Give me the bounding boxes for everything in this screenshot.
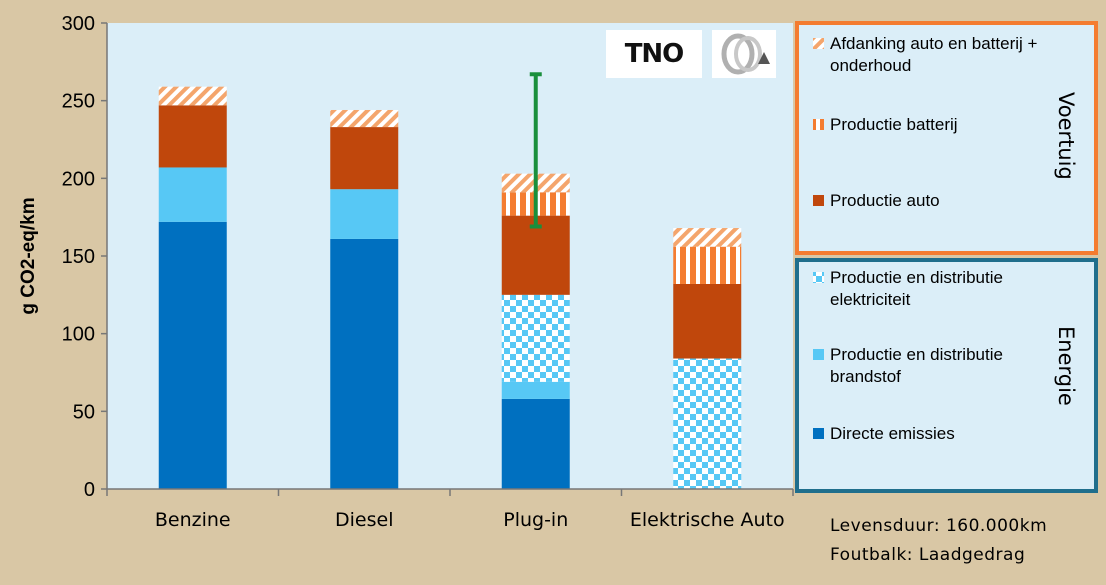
y-tick-label: 250 (62, 91, 95, 113)
legend-label-afdanking-auto-en-batterij-onderhoud: onderhoud (830, 56, 911, 75)
legend-swatch-productie-auto (813, 195, 824, 206)
bar-plug-in-productie-auto (501, 215, 570, 295)
bar-elektrische-auto-productie-en-distributie-elektriciteit (673, 358, 742, 489)
x-tick-label-benzine: Benzine (155, 509, 231, 531)
legend-energy-box (795, 258, 1098, 493)
legend-swatch-afdanking-auto-en-batterij-onderhoud (813, 38, 824, 49)
bar-elektrische-auto-afdanking-auto-en-batterij-onderhoud (673, 228, 742, 247)
y-tick-label: 150 (62, 246, 95, 268)
partner-logo-graphic (721, 33, 770, 75)
legend-swatch-directe-emissies (813, 428, 824, 439)
legend-swatch-productie-batterij (813, 119, 824, 130)
legend-swatch-productie-en-distributie-elektriciteit (813, 272, 824, 283)
legend-label-productie-auto: Productie auto (830, 191, 940, 210)
partner-logo (712, 30, 776, 78)
legend-group-energy-label: Energie (1054, 326, 1078, 406)
y-tick-label: 300 (62, 13, 95, 35)
legend-label-directe-emissies: Directe emissies (830, 424, 955, 443)
x-tick-label-diesel: Diesel (335, 509, 393, 531)
x-tick-label-elektrische-auto: Elektrische Auto (630, 509, 785, 531)
legend-group-vehicle-label: Voertuig (1054, 92, 1078, 180)
bar-benzine-afdanking-auto-en-batterij-onderhoud (158, 86, 227, 106)
legend-label-productie-en-distributie-brandstof: brandstof (830, 367, 901, 386)
bar-elektrische-auto-productie-auto (673, 283, 742, 359)
x-tick-label-plug-in: Plug-in (503, 509, 568, 531)
legend-swatch-productie-en-distributie-brandstof (813, 349, 824, 360)
bar-plug-in-directe-emissies (501, 398, 570, 489)
legend-label-productie-en-distributie-elektriciteit: Productie en distributie (830, 268, 1003, 287)
legend-vehicle-box (795, 21, 1098, 255)
y-tick-label: 50 (73, 401, 95, 423)
bar-benzine-productie-en-distributie-brandstof (158, 167, 227, 222)
bar-diesel-afdanking-auto-en-batterij-onderhoud (330, 109, 399, 128)
note-lifetime: Levensduur: 160.000km (830, 516, 1048, 536)
legend-label-afdanking-auto-en-batterij-onderhoud: Afdanking auto en batterij + (830, 34, 1038, 53)
y-axis-label: g CO2-eq/km (18, 197, 39, 314)
y-tick-label: 200 (62, 168, 95, 190)
legend-label-productie-en-distributie-brandstof: Productie en distributie (830, 345, 1003, 364)
bar-benzine-productie-auto (158, 105, 227, 168)
bar-plug-in-productie-en-distributie-brandstof (501, 381, 570, 399)
bar-diesel-productie-auto (330, 127, 399, 190)
tno-logo: TNO (606, 30, 702, 78)
legend-label-productie-en-distributie-elektriciteit: elektriciteit (830, 290, 911, 309)
bar-plug-in-productie-en-distributie-elektriciteit (501, 294, 570, 382)
note-error-bar: Foutbalk: Laadgedrag (830, 545, 1026, 565)
bar-diesel-directe-emissies (330, 238, 399, 489)
y-tick-label: 100 (62, 324, 95, 346)
bar-benzine-directe-emissies (158, 221, 227, 489)
y-tick-label: 0 (84, 479, 95, 501)
legend-label-productie-batterij: Productie batterij (830, 115, 958, 134)
bar-diesel-productie-en-distributie-brandstof (330, 189, 399, 239)
bar-elektrische-auto-productie-batterij (673, 246, 742, 284)
